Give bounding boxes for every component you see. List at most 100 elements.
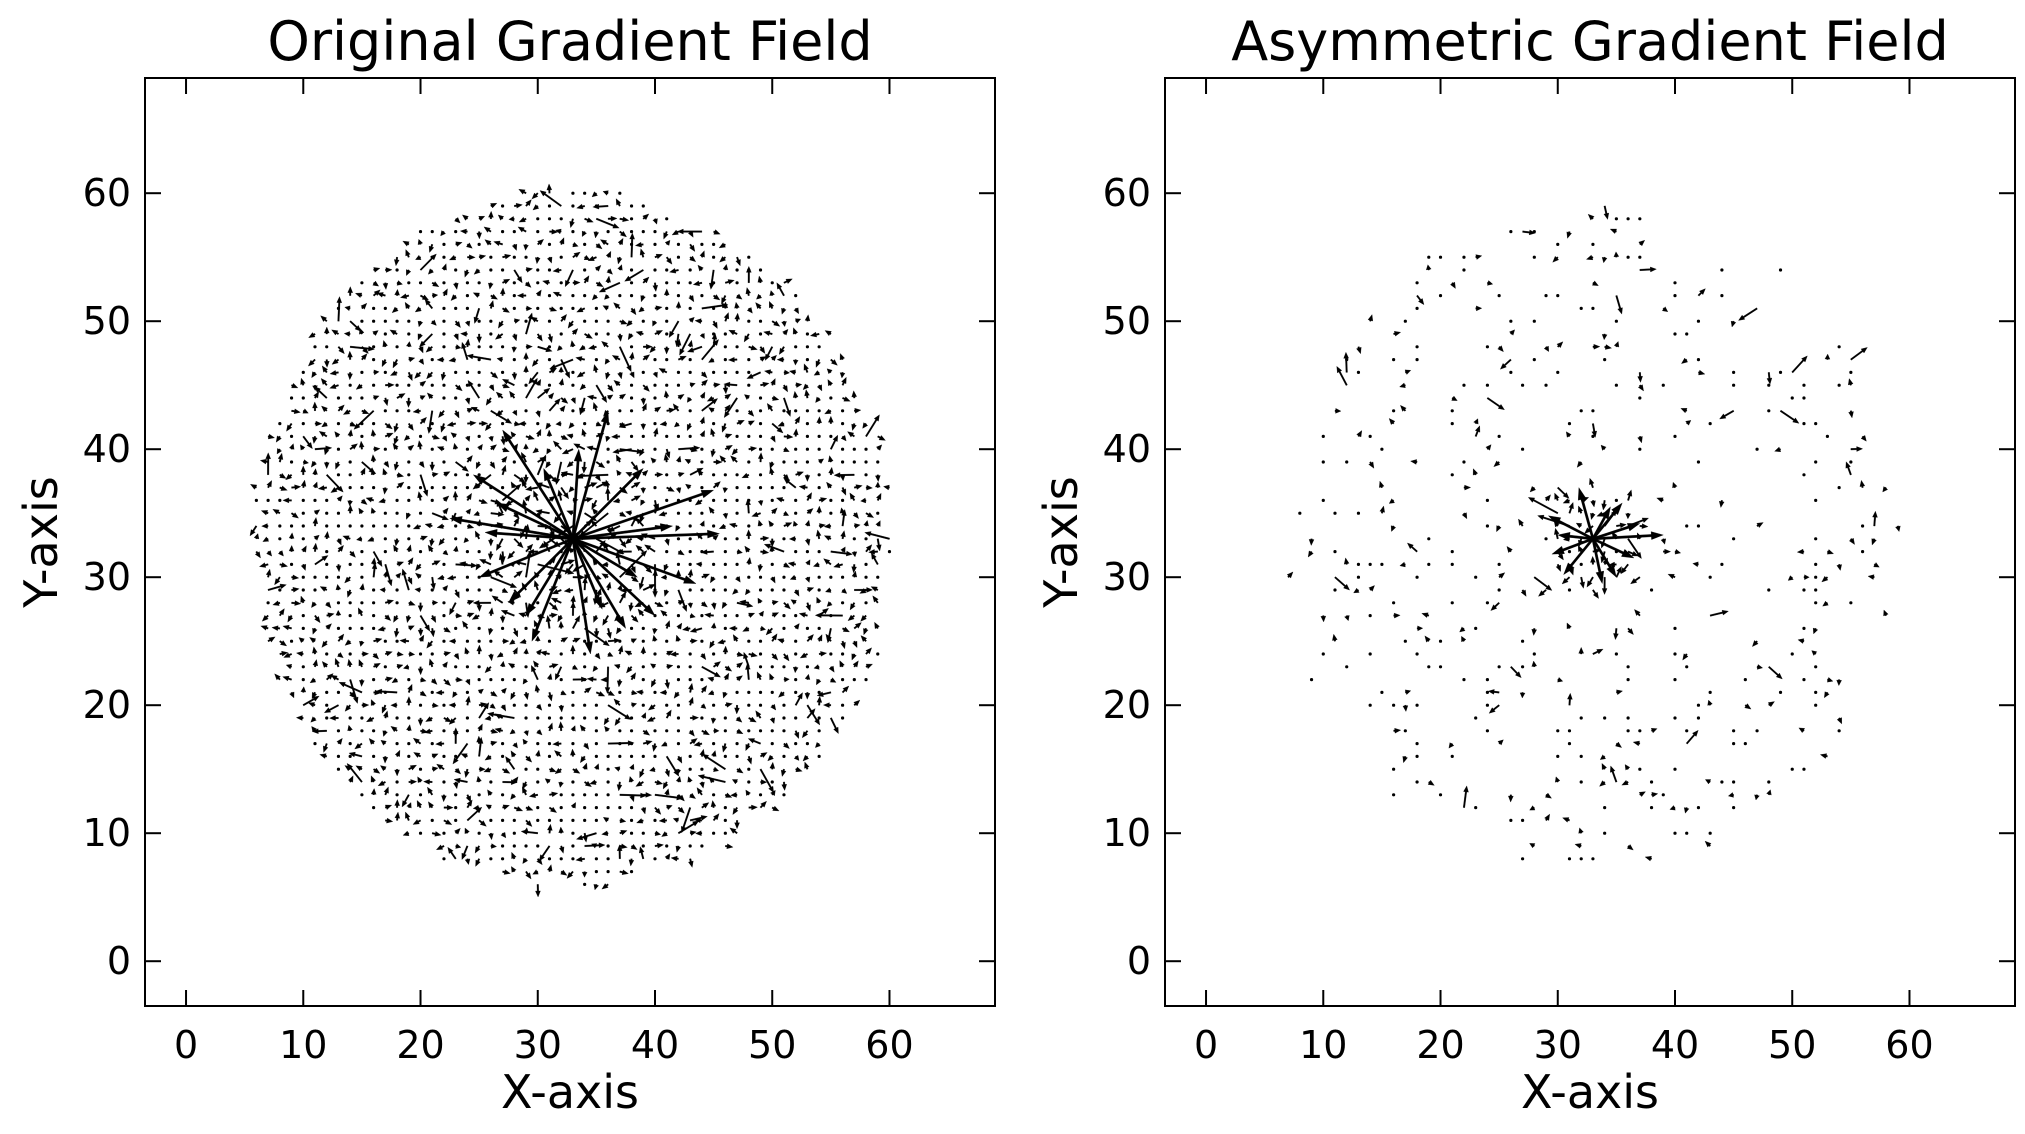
field-point bbox=[372, 358, 376, 362]
field-arrow bbox=[477, 723, 483, 732]
field-arrow bbox=[453, 333, 459, 341]
field-arrow bbox=[488, 832, 494, 841]
field-arrow bbox=[616, 627, 622, 635]
field-arrow bbox=[1544, 813, 1550, 822]
field-point bbox=[676, 370, 681, 374]
field-point bbox=[1579, 780, 1583, 784]
field-arrow bbox=[792, 666, 799, 674]
field-arrow bbox=[535, 749, 541, 757]
field-arrow bbox=[1744, 703, 1752, 710]
field-arrow bbox=[544, 778, 551, 784]
field-arrow bbox=[287, 614, 294, 623]
field-point bbox=[782, 716, 786, 720]
field-arrow bbox=[626, 666, 633, 674]
field-arrow bbox=[1627, 538, 1642, 559]
field-point bbox=[348, 614, 352, 618]
field-arrow bbox=[518, 189, 527, 195]
field-point bbox=[289, 562, 294, 567]
field-arrow bbox=[732, 806, 739, 815]
field-arrow bbox=[571, 328, 579, 335]
field-arrow bbox=[507, 550, 516, 560]
field-point bbox=[512, 831, 516, 835]
field-arrow bbox=[477, 443, 483, 451]
field-point bbox=[688, 370, 692, 374]
y-tick-label: 50 bbox=[1103, 299, 1151, 343]
field-point bbox=[1532, 358, 1536, 362]
field-arrow bbox=[607, 525, 621, 532]
field-arrow bbox=[771, 507, 778, 515]
field-arrow bbox=[413, 752, 422, 758]
field-point bbox=[653, 447, 657, 451]
field-arrow bbox=[722, 487, 729, 494]
field-arrow bbox=[851, 564, 857, 574]
field-point bbox=[571, 409, 575, 413]
field-arrow bbox=[484, 754, 492, 761]
field-point bbox=[348, 754, 352, 759]
field-point bbox=[665, 383, 669, 387]
field-point bbox=[782, 793, 786, 797]
field-point bbox=[700, 242, 704, 246]
field-point bbox=[1673, 281, 1677, 285]
field-point bbox=[430, 498, 434, 502]
field-arrow bbox=[723, 397, 738, 418]
field-arrow bbox=[780, 768, 787, 777]
field-arrow bbox=[1599, 754, 1606, 760]
field-arrow bbox=[1601, 256, 1608, 264]
field-arrow bbox=[1768, 665, 1783, 680]
field-point bbox=[442, 486, 446, 490]
field-arrow bbox=[789, 369, 797, 375]
field-arrow bbox=[840, 546, 846, 553]
field-arrow bbox=[1566, 431, 1572, 438]
field-arrow bbox=[417, 238, 423, 245]
field-point bbox=[477, 665, 481, 669]
field-arrow bbox=[826, 481, 833, 489]
field-arrow bbox=[426, 640, 434, 649]
field-point bbox=[1368, 652, 1372, 656]
field-point bbox=[700, 767, 704, 771]
field-arrow bbox=[279, 650, 289, 657]
field-arrow bbox=[382, 487, 388, 495]
field-point bbox=[594, 754, 598, 759]
field-arrow bbox=[488, 538, 494, 547]
field-arrow bbox=[336, 737, 343, 745]
field-point bbox=[676, 383, 681, 387]
field-point bbox=[840, 498, 845, 502]
field-arrow bbox=[1592, 344, 1601, 350]
field-arrow bbox=[329, 715, 339, 721]
field-arrow bbox=[318, 431, 328, 438]
field-arrow bbox=[416, 800, 423, 809]
left-y-axis-label: Y-axis bbox=[14, 476, 68, 608]
field-point bbox=[1321, 434, 1325, 438]
field-arrow bbox=[522, 738, 529, 745]
field-point bbox=[395, 524, 399, 528]
field-arrow bbox=[560, 869, 568, 876]
field-arrow bbox=[793, 307, 799, 315]
field-arrow bbox=[1685, 420, 1692, 426]
field-arrow bbox=[756, 671, 763, 681]
field-point bbox=[454, 806, 458, 810]
field-arrow bbox=[511, 243, 518, 251]
field-arrow bbox=[558, 781, 564, 788]
field-point bbox=[1732, 780, 1736, 784]
field-point bbox=[653, 754, 657, 759]
field-point bbox=[1497, 665, 1501, 669]
field-arrow bbox=[783, 562, 791, 568]
field-point bbox=[442, 345, 446, 349]
field-arrow bbox=[566, 461, 574, 468]
field-arrow bbox=[1616, 522, 1627, 529]
field-point bbox=[1614, 498, 1618, 502]
field-arrow bbox=[561, 448, 574, 455]
field-arrow bbox=[711, 332, 718, 348]
field-arrow bbox=[431, 512, 449, 520]
field-point bbox=[325, 703, 329, 707]
field-point bbox=[571, 831, 575, 835]
field-arrow bbox=[668, 320, 680, 338]
field-point bbox=[629, 831, 634, 835]
field-arrow bbox=[438, 538, 445, 546]
field-arrow bbox=[584, 497, 594, 503]
field-arrow bbox=[860, 635, 868, 642]
field-point bbox=[1673, 678, 1677, 682]
field-arrow bbox=[641, 403, 647, 412]
field-point bbox=[1450, 601, 1454, 605]
field-point bbox=[758, 729, 763, 733]
